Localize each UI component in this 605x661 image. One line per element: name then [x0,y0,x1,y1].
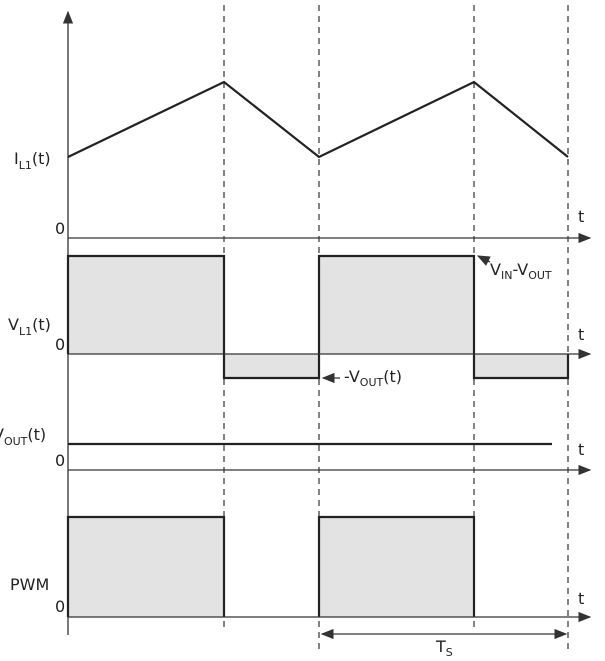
label-main: V [0,425,4,444]
axis-label: t [578,589,584,608]
label-main: V [8,315,19,334]
annotation-part: V [490,260,501,279]
shaded-area [319,256,474,354]
pwm-waveform [66,515,476,617]
label-sub: L1 [19,159,32,172]
label-main: I [14,149,19,168]
label-suffix: (t) [27,425,46,444]
label-sub: OUT [4,435,28,448]
signal-label: IL1(t) [14,149,51,172]
signal-label: VL1(t) [8,315,51,338]
annotation-sub: OUT [360,376,384,389]
zero-label: 0 [55,597,65,616]
shaded-area [68,256,224,354]
annotation-part: (t) [383,367,402,386]
voltage-waveform [66,254,570,380]
annotation-part: -V [344,367,360,386]
annotation-arrow [476,255,491,266]
shaded-area [224,354,319,378]
label-sub: S [446,646,453,659]
label-suffix: (t) [32,315,51,334]
axis-label: t [578,440,584,459]
label-sub: L1 [19,325,32,338]
annotation-sub: IN [501,269,512,282]
label-main: T [435,637,446,656]
signal-label: PWM [10,575,49,594]
zero-label: 0 [55,219,65,238]
zero-label: 0 [55,335,65,354]
annotation-sub: OUT [528,269,552,282]
annotation: -VOUT(t) [344,367,402,389]
shaded-area [68,517,224,617]
period-label: TS [435,637,453,659]
annotation: VIN-VOUT [490,260,552,282]
axis-label: t [578,207,584,226]
label-suffix: (t) [32,149,51,168]
shaded-area [474,354,568,378]
annotation-part: -V [512,260,528,279]
signal-label: VOUT(t) [0,425,46,448]
current-waveform [67,80,569,159]
shaded-area [319,517,474,617]
axis-label: t [578,325,584,344]
zero-label: 0 [55,451,65,470]
